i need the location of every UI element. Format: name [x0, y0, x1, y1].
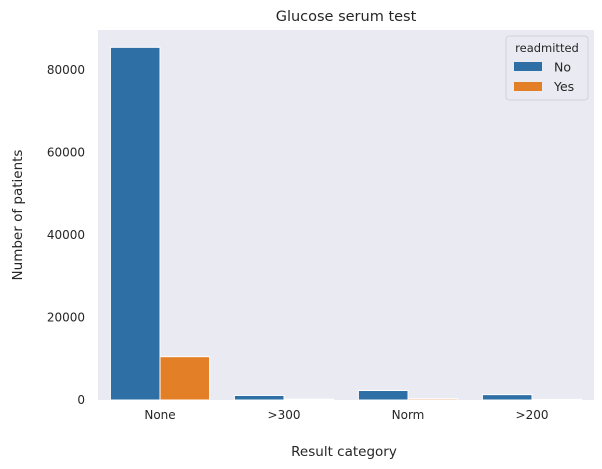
y-tick-labels: 0 20000 40000 60000 80000 — [47, 63, 85, 407]
legend-swatch-no — [514, 62, 542, 71]
bar-no-0 — [109, 46, 161, 401]
bar-no-1 — [233, 394, 285, 401]
bar-yes-1 — [283, 398, 335, 401]
bars — [109, 46, 583, 401]
x-axis-title: Result category — [291, 444, 397, 460]
y-tick-label: 60000 — [47, 146, 85, 160]
y-tick-label: 80000 — [47, 63, 85, 77]
legend-label-yes: Yes — [553, 79, 574, 94]
legend-swatch-yes — [514, 82, 542, 91]
y-tick-label: 20000 — [47, 311, 85, 325]
x-tick-label: >200 — [516, 408, 549, 422]
x-tick-labels: None >300 Norm >200 — [144, 408, 548, 422]
legend: readmitted No Yes — [505, 35, 589, 101]
chart-title: Glucose serum test — [276, 9, 417, 25]
bar-yes-2 — [407, 398, 459, 401]
bar-no-2 — [357, 390, 409, 401]
bar-no-3 — [481, 394, 533, 401]
legend-label-no: No — [554, 60, 571, 75]
y-axis-title: Number of patients — [10, 150, 26, 281]
bar-yes-0 — [159, 356, 211, 401]
bar-yes-3 — [531, 398, 583, 401]
x-tick-label: >300 — [268, 408, 301, 422]
x-tick-label: None — [144, 408, 175, 422]
legend-title: readmitted — [515, 41, 579, 55]
y-tick-label: 40000 — [47, 228, 85, 242]
x-tick-label: Norm — [392, 408, 425, 422]
y-tick-label: 0 — [77, 393, 85, 407]
